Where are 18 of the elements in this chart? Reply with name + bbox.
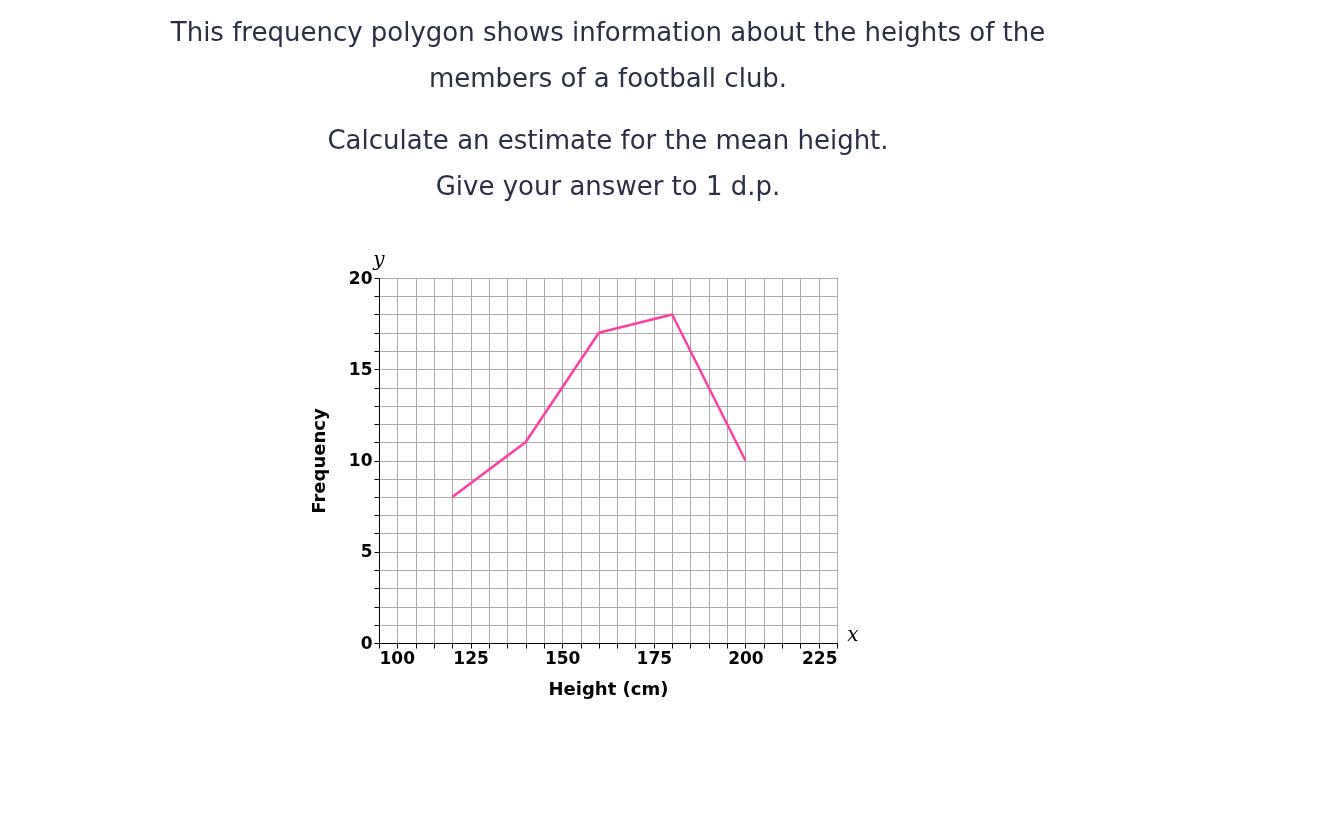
y-axis-title: Frequency (307, 408, 329, 514)
x-axis-title: Height (cm) (548, 677, 669, 699)
x-tick-label: 150 (544, 647, 581, 668)
x-tick-label: 200 (728, 647, 764, 668)
text: y (372, 247, 386, 271)
x-tick-label: 125 (453, 647, 489, 668)
chart-title: This frequency polygon shows information about the heights of the members of a football club. (169, 17, 1046, 93)
y-tick-label: 10 (348, 450, 373, 470)
chart-subtitle: Calculate an estimate for the mean height. Give your answer to 1 d.p. (327, 125, 889, 201)
y-tick-label: 15 (348, 358, 373, 379)
y-tick-label: 0 (360, 632, 373, 653)
x-tick-label: 175 (636, 647, 673, 668)
y-tick-label: 20 (348, 267, 373, 288)
text: x (847, 622, 859, 646)
x-tick-label: 100 (379, 647, 416, 668)
x-tick-label: 225 (802, 647, 838, 668)
y-tick-label: 5 (360, 541, 373, 562)
line-series (451, 313, 747, 499)
